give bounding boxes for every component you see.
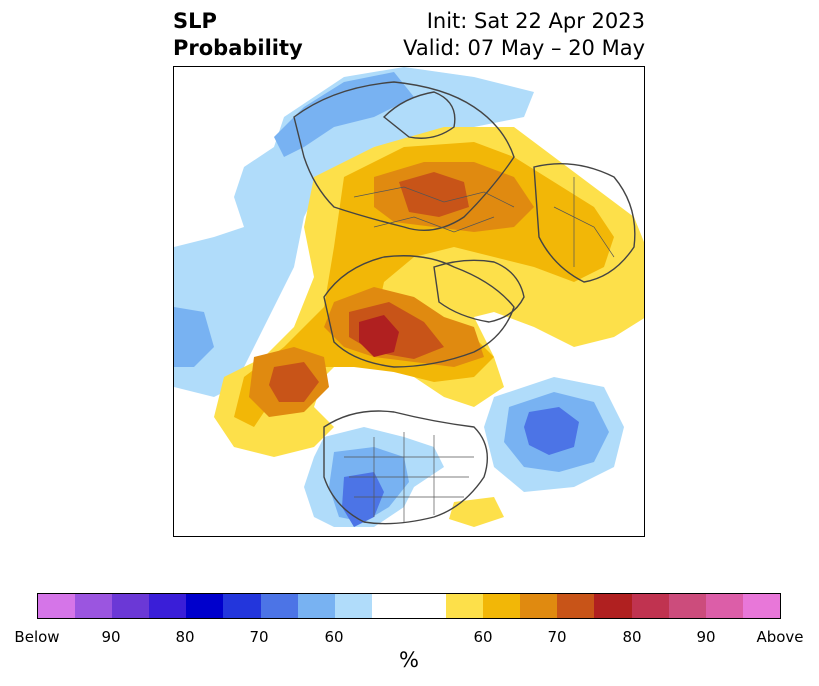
colorbar-label: % (399, 648, 419, 672)
borders (344, 177, 615, 522)
above-75-pacific (269, 362, 319, 402)
colorbar-segment (557, 594, 595, 618)
colorbar-tick-label: Below (14, 628, 60, 646)
colorbar-tick-label: 70 (547, 628, 567, 646)
colorbar-tick-label: 60 (324, 628, 344, 646)
colorbar-segment (631, 594, 669, 618)
colorbar-tick-label: 80 (622, 628, 642, 646)
coastlines (293, 81, 636, 525)
colorbar-segment (483, 594, 521, 618)
colorbar (37, 593, 781, 619)
title-type: Probability (173, 36, 303, 60)
below-70-pacific (174, 307, 214, 367)
valid-range: Valid: 07 May – 20 May (403, 36, 645, 60)
colorbar-segment (149, 594, 187, 618)
colorbar-tick-label: 90 (101, 628, 121, 646)
below-70-west (274, 72, 414, 157)
above-region-southeast (449, 497, 504, 527)
colorbar-segment (594, 594, 632, 618)
colorbar-segment (75, 594, 113, 618)
colorbar-tick-label: 90 (696, 628, 716, 646)
colorbar-tick-label: Above (756, 628, 804, 646)
colorbar-segment (742, 594, 780, 618)
below-80-na (342, 472, 384, 527)
above-80-arctic (359, 315, 399, 357)
colorbar-tick-label: 80 (175, 628, 195, 646)
colorbar-segment (223, 594, 261, 618)
above-75-eurasia (399, 172, 469, 217)
colorbar-segment (371, 594, 409, 618)
colorbar-segment (408, 594, 447, 618)
colorbar-tick-label: 70 (249, 628, 269, 646)
init-date: Init: Sat 22 Apr 2023 (426, 9, 645, 33)
colorbar-segment (260, 594, 298, 618)
colorbar-segment (38, 594, 76, 618)
map-canvas (174, 67, 644, 527)
colorbar-segment (520, 594, 558, 618)
colorbar-tick-label: 60 (473, 628, 493, 646)
below-region-west (174, 67, 534, 397)
colorbar-segment (446, 594, 484, 618)
colorbar-segment (668, 594, 706, 618)
below-80-atlantic (524, 407, 579, 455)
map-dates: Init: Sat 22 Apr 2023 Valid: 07 May – 20… (403, 8, 645, 62)
colorbar-segment (297, 594, 335, 618)
colorbar-segment (334, 594, 372, 618)
colorbar-segment (186, 594, 224, 618)
map-title: SLP Probability (173, 8, 303, 62)
title-variable: SLP (173, 9, 217, 33)
polar-map (173, 66, 645, 537)
colorbar-segment (705, 594, 743, 618)
colorbar-segment (112, 594, 150, 618)
